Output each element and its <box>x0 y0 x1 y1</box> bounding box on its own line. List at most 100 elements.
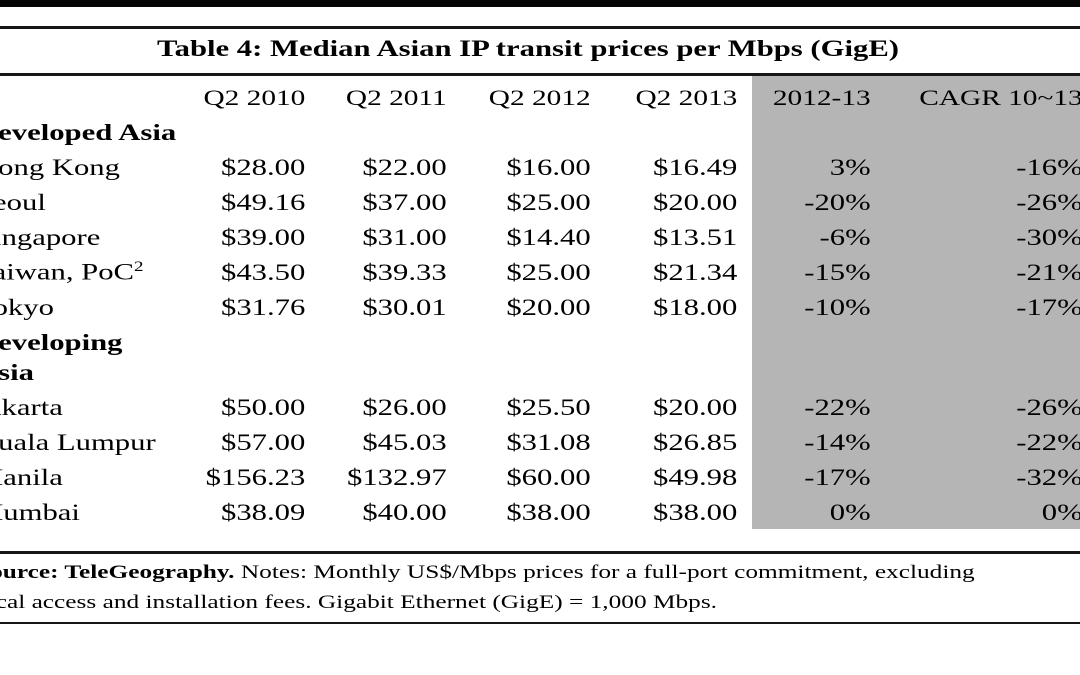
price-table: Q2 2010 Q2 2011 Q2 2012 Q2 2013 2012-13 … <box>0 76 1080 531</box>
row-label: Kuala Lumpur <box>0 430 156 455</box>
table-row: Seoul $49.16 $37.00 $25.00 $20.00 -20% -… <box>0 186 1080 221</box>
price-cell: $31.00 <box>362 225 447 250</box>
row-label: Tokyo <box>0 295 54 320</box>
pct-cell: -22% <box>1016 430 1080 455</box>
price-cell: $132.97 <box>346 465 447 490</box>
pct-cell: -6% <box>819 225 871 250</box>
table-row: Kuala Lumpur $57.00 $45.03 $31.08 $26.85… <box>0 426 1080 461</box>
price-cell: $13.51 <box>652 225 738 250</box>
section-row: Asia <box>0 361 1080 391</box>
price-cell: $40.00 <box>362 500 447 525</box>
price-cell: $25.00 <box>506 260 591 285</box>
note-text: Notes: Monthly US$/Mbps prices for a ful… <box>234 562 975 583</box>
section-label: Developed Asia <box>0 120 177 145</box>
table-title: Table 4: Median Asian IP transit prices … <box>156 36 899 61</box>
price-cell: $39.00 <box>220 225 306 250</box>
column-header: CAGR 10~13 <box>919 85 1080 110</box>
section-label: Asia <box>0 360 34 385</box>
price-cell: $26.85 <box>652 430 738 455</box>
row-label: Singapore <box>0 225 101 250</box>
pct-cell: 0% <box>1041 500 1080 525</box>
price-cell: $31.76 <box>220 295 306 320</box>
pct-cell: 3% <box>829 155 871 180</box>
pct-cell: 0% <box>829 500 871 525</box>
column-header: Q2 2010 <box>203 85 306 110</box>
header-row: Q2 2010 Q2 2011 Q2 2012 Q2 2013 2012-13 … <box>0 76 1080 116</box>
pct-cell: -16% <box>1016 155 1080 180</box>
section-row: Developing <box>0 326 1080 361</box>
price-cell: $50.00 <box>220 395 306 420</box>
table-row: Hong Kong $28.00 $22.00 $16.00 $16.49 3%… <box>0 151 1080 186</box>
price-cell: $43.50 <box>220 260 306 285</box>
price-cell: $45.03 <box>362 430 447 455</box>
row-label: Hong Kong <box>0 155 120 180</box>
row-label: Mumbai <box>0 500 80 525</box>
source-note: Source: TeleGeography. Notes: Monthly US… <box>0 558 1080 618</box>
price-cell: $25.50 <box>506 395 591 420</box>
row-label-header <box>0 76 187 116</box>
pct-cell: -14% <box>804 430 871 455</box>
table-row: Taiwan, PoC2 $43.50 $39.33 $25.00 $21.34… <box>0 256 1080 291</box>
pct-cell: -32% <box>1016 465 1080 490</box>
note-bottom-rule <box>0 622 1080 624</box>
price-cell: $37.00 <box>362 190 447 215</box>
footnote-marker: 2 <box>133 259 144 276</box>
highlight-panel <box>751 76 1080 529</box>
price-cell: $49.98 <box>652 465 738 490</box>
column-header: Q2 2011 <box>345 85 447 110</box>
price-cell: $38.00 <box>506 500 591 525</box>
price-cell: $20.00 <box>652 190 738 215</box>
pct-cell: -20% <box>804 190 871 215</box>
row-label: Jakarta <box>0 395 63 420</box>
price-cell: $22.00 <box>362 155 447 180</box>
price-cell: $26.00 <box>362 395 447 420</box>
pct-cell: -17% <box>804 465 871 490</box>
row-label: Taiwan, PoC2 <box>0 259 144 285</box>
price-cell: $16.49 <box>652 155 738 180</box>
price-cell: $20.00 <box>652 395 738 420</box>
table-row: Manila $156.23 $132.97 $60.00 $49.98 -17… <box>0 461 1080 496</box>
pct-cell: -26% <box>1016 395 1080 420</box>
pct-cell: -10% <box>804 295 871 320</box>
table-row: Singapore $39.00 $31.00 $14.40 $13.51 -6… <box>0 221 1080 256</box>
pct-cell: -21% <box>1016 260 1080 285</box>
price-cell: $39.33 <box>362 260 447 285</box>
section-row: Developed Asia <box>0 116 1080 151</box>
price-cell: $18.00 <box>652 295 738 320</box>
pct-cell: -26% <box>1016 190 1080 215</box>
table-bottom-rule <box>0 551 1080 554</box>
price-cell: $57.00 <box>220 430 306 455</box>
source-label: Source: TeleGeography. <box>0 562 235 583</box>
price-cell: $20.00 <box>506 295 591 320</box>
price-cell: $16.00 <box>506 155 591 180</box>
row-label: Manila <box>0 465 63 490</box>
price-cell: $25.00 <box>506 190 591 215</box>
price-cell: $30.01 <box>362 295 447 320</box>
table-row: Tokyo $31.76 $30.01 $20.00 $18.00 -10% -… <box>0 291 1080 326</box>
top-rule <box>0 26 1080 29</box>
price-cell: $28.00 <box>220 155 306 180</box>
price-cell: $21.34 <box>652 260 738 285</box>
pct-cell: -22% <box>804 395 871 420</box>
column-header: 2012-13 <box>772 85 871 110</box>
price-cell: $49.16 <box>220 190 306 215</box>
title-underline-rule <box>0 73 1080 76</box>
row-label: Seoul <box>0 190 46 215</box>
section-label: Developing <box>0 330 123 355</box>
price-cell: $38.00 <box>652 500 738 525</box>
pct-cell: -30% <box>1016 225 1080 250</box>
pct-cell: -15% <box>804 260 871 285</box>
price-cell: $31.08 <box>506 430 591 455</box>
price-cell: $60.00 <box>506 465 591 490</box>
price-cell: $156.23 <box>205 465 306 490</box>
price-cell: $38.09 <box>220 500 306 525</box>
price-cell: $14.40 <box>506 225 591 250</box>
table-row: Jakarta $50.00 $26.00 $25.50 $20.00 -22%… <box>0 391 1080 426</box>
note-text-line2: local access and installation fees. Giga… <box>0 592 718 613</box>
top-black-bar <box>0 0 1080 7</box>
table-row: Mumbai $38.09 $40.00 $38.00 $38.00 0% 0% <box>0 496 1080 531</box>
column-header: Q2 2012 <box>488 85 591 110</box>
column-header: Q2 2013 <box>635 85 738 110</box>
